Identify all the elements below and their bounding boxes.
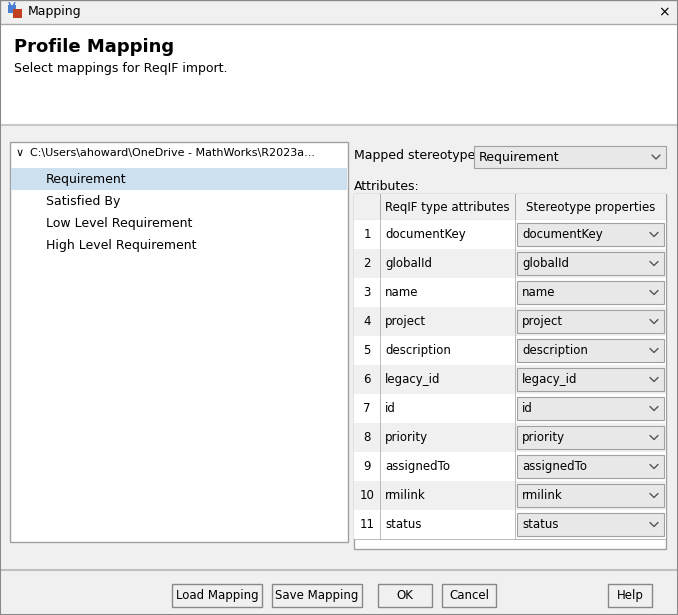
Text: assignedTo: assignedTo [385, 460, 450, 473]
Text: 10: 10 [359, 489, 374, 502]
Text: 1: 1 [363, 228, 371, 241]
Text: 6: 6 [363, 373, 371, 386]
Text: documentKey: documentKey [385, 228, 466, 241]
Text: 5: 5 [363, 344, 371, 357]
Bar [608, 584, 652, 607]
Text: 4: 4 [363, 315, 371, 328]
Bar [354, 336, 666, 365]
Text: ×: × [658, 5, 670, 19]
Text: C:\Users\ahoward\OneDrive - MathWorks\R2023a...: C:\Users\ahoward\OneDrive - MathWorks\R2… [30, 148, 315, 158]
Text: High Level Requirement: High Level Requirement [46, 239, 197, 252]
Text: 3: 3 [363, 286, 371, 299]
Text: priority: priority [522, 431, 565, 444]
Bar [517, 368, 664, 391]
Bar [517, 252, 664, 275]
Text: ∨: ∨ [16, 148, 24, 158]
Bar [517, 223, 664, 246]
Text: id: id [385, 402, 396, 415]
Bar [354, 510, 666, 539]
Bar [354, 249, 666, 278]
Bar [13, 9, 22, 18]
Text: globalId: globalId [385, 257, 432, 270]
Text: 11: 11 [359, 518, 374, 531]
Bar [517, 310, 664, 333]
Text: Requirement: Requirement [46, 172, 127, 186]
Text: rmilink: rmilink [385, 489, 426, 502]
Text: Profile Mapping: Profile Mapping [14, 38, 174, 56]
Bar [354, 365, 666, 394]
Bar [272, 584, 362, 607]
Text: legacy_id: legacy_id [385, 373, 441, 386]
Text: 7: 7 [363, 402, 371, 415]
Bar [378, 584, 432, 607]
Bar [354, 194, 666, 220]
Bar [517, 513, 664, 536]
Text: ReqIF type attributes: ReqIF type attributes [385, 200, 510, 213]
Text: 2: 2 [363, 257, 371, 270]
Text: Requirement: Requirement [479, 151, 559, 164]
Text: Satisfied By: Satisfied By [46, 194, 121, 207]
Text: Mapped stereotype:: Mapped stereotype: [354, 148, 479, 162]
Bar [442, 584, 496, 607]
Bar [8, 5, 16, 13]
Text: status: status [522, 518, 559, 531]
Bar [354, 278, 666, 307]
Bar [10, 142, 348, 542]
Text: project: project [385, 315, 426, 328]
Text: Help: Help [616, 589, 643, 602]
Bar [11, 168, 347, 190]
Text: globalId: globalId [522, 257, 569, 270]
Text: Attributes:: Attributes: [354, 180, 420, 193]
Text: OK: OK [397, 589, 414, 602]
Text: description: description [522, 344, 588, 357]
Text: status: status [385, 518, 422, 531]
Bar [354, 394, 666, 423]
Text: rmilink: rmilink [522, 489, 563, 502]
Text: Load Mapping: Load Mapping [176, 589, 258, 602]
Text: id: id [522, 402, 533, 415]
Bar [517, 397, 664, 420]
Bar [354, 307, 666, 336]
Bar [354, 194, 666, 549]
Bar [354, 481, 666, 510]
Bar [517, 426, 664, 449]
Text: name: name [385, 286, 418, 299]
Bar [517, 484, 664, 507]
Bar [0, 24, 678, 125]
Bar [172, 584, 262, 607]
Text: Select mappings for ReqIF import.: Select mappings for ReqIF import. [14, 62, 228, 75]
Text: Save Mapping: Save Mapping [275, 589, 359, 602]
Text: Low Level Requirement: Low Level Requirement [46, 216, 193, 229]
Bar [474, 146, 666, 168]
Bar [517, 455, 664, 478]
Text: priority: priority [385, 431, 428, 444]
Text: legacy_id: legacy_id [522, 373, 578, 386]
Text: project: project [522, 315, 563, 328]
Bar [0, 0, 678, 24]
Bar [0, 570, 678, 615]
Bar [517, 339, 664, 362]
Text: Mapping: Mapping [28, 6, 81, 18]
Text: assignedTo: assignedTo [522, 460, 587, 473]
Text: description: description [385, 344, 451, 357]
Bar [354, 452, 666, 481]
Text: documentKey: documentKey [522, 228, 603, 241]
Bar [354, 423, 666, 452]
Text: Cancel: Cancel [449, 589, 489, 602]
Text: 8: 8 [363, 431, 371, 444]
Bar [354, 220, 666, 249]
Text: 9: 9 [363, 460, 371, 473]
Text: name: name [522, 286, 555, 299]
Bar [517, 281, 664, 304]
Bar [0, 125, 678, 570]
Text: Stereotype properties: Stereotype properties [526, 200, 655, 213]
